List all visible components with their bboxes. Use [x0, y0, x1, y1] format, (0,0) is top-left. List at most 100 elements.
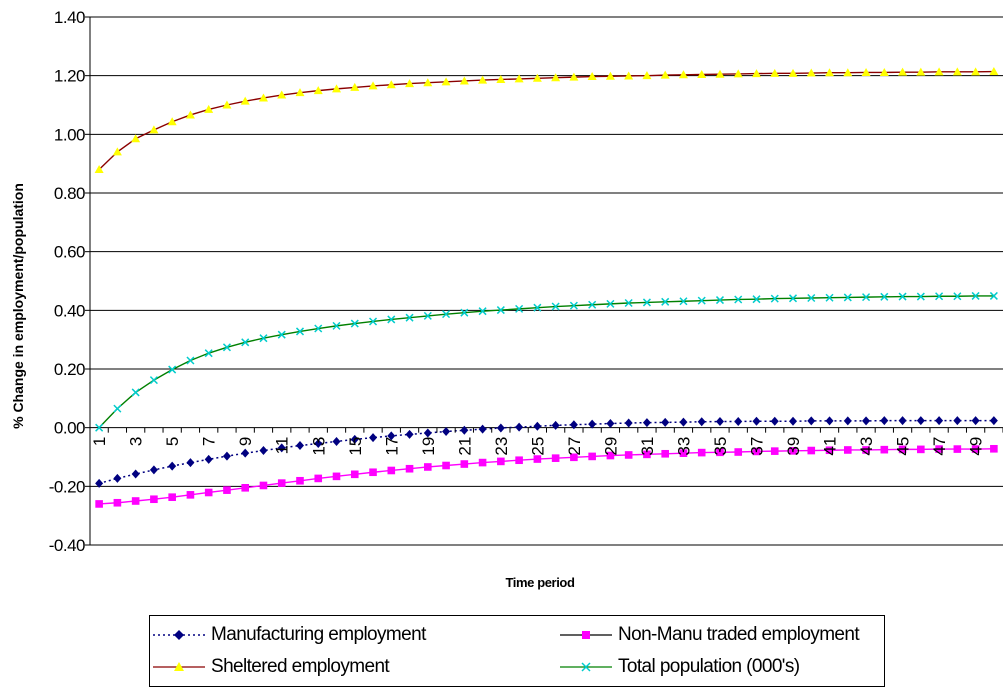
data-point	[186, 356, 195, 365]
data-point	[95, 423, 104, 432]
data-point	[624, 71, 634, 80]
data-point	[825, 446, 834, 455]
data-point	[569, 72, 579, 81]
series-1	[95, 444, 998, 508]
data-point	[971, 291, 980, 300]
y-axis-title: % Change in employment/population	[10, 183, 26, 429]
data-point	[423, 428, 432, 438]
data-point	[259, 446, 268, 456]
data-point	[532, 73, 542, 82]
data-point	[204, 454, 213, 464]
data-point	[697, 448, 706, 457]
data-point	[442, 426, 451, 436]
data-point	[204, 488, 213, 497]
data-point	[624, 298, 633, 308]
data-point	[131, 388, 140, 397]
data-point	[405, 313, 414, 322]
data-point-stroke	[259, 334, 268, 343]
data-point	[935, 292, 944, 301]
data-point-stroke	[277, 330, 286, 339]
data-point	[150, 495, 158, 504]
data-point-stroke	[533, 303, 542, 312]
data-point	[332, 472, 341, 481]
y-tick-label: 0.20	[54, 360, 85, 379]
data-point	[898, 67, 908, 76]
data-point-stroke	[880, 292, 889, 301]
data-point	[570, 453, 578, 462]
data-point	[825, 293, 834, 302]
data-point	[185, 110, 195, 119]
data-point	[515, 304, 524, 313]
data-point	[131, 469, 140, 479]
legend-label: Sheltered employment	[211, 656, 390, 677]
x-tick-label: 11	[273, 437, 292, 455]
data-point	[204, 104, 214, 113]
data-point	[588, 300, 597, 309]
data-point	[149, 125, 159, 134]
data-point	[953, 445, 962, 453]
data-point	[405, 79, 415, 88]
data-point-stroke	[624, 298, 633, 308]
data-point-stroke	[168, 365, 177, 374]
data-point	[770, 68, 780, 77]
data-point	[862, 416, 871, 426]
data-point	[369, 468, 377, 477]
data-point	[332, 436, 341, 446]
data-point	[697, 296, 706, 305]
data-point	[296, 476, 304, 485]
data-point-stroke	[442, 310, 451, 319]
data-point	[825, 416, 834, 426]
data-point	[168, 365, 177, 374]
data-point	[131, 497, 140, 505]
x-tick-label: 5	[163, 437, 182, 446]
data-point	[770, 416, 779, 426]
series-line	[98, 70, 994, 171]
x-tick-label: 45	[894, 437, 913, 456]
data-point-stroke	[642, 298, 651, 307]
y-tick-label: 0.60	[54, 243, 85, 262]
data-point	[94, 165, 104, 174]
legend-marker-x-icon	[560, 662, 612, 672]
x-tick-label: 19	[419, 437, 438, 456]
data-point	[789, 416, 798, 426]
data-point	[898, 416, 907, 426]
data-point-stroke	[752, 295, 761, 304]
data-point	[605, 71, 615, 80]
data-point	[971, 67, 981, 76]
data-point	[770, 294, 779, 303]
legend-item-manufacturing: Manufacturing employment	[153, 622, 426, 648]
data-point	[95, 478, 104, 488]
data-point	[496, 74, 506, 83]
data-point	[168, 493, 176, 501]
data-point	[587, 72, 597, 81]
data-point	[916, 416, 925, 426]
y-tick-label: 1.40	[54, 8, 85, 27]
legend-marker-square-icon	[560, 631, 612, 639]
data-point	[679, 449, 688, 457]
data-point-stroke	[935, 292, 944, 301]
data-point	[569, 420, 578, 430]
data-point	[515, 456, 523, 465]
x-tick-label: 13	[309, 437, 328, 456]
data-point	[350, 82, 360, 91]
data-point	[369, 433, 378, 443]
legend-item-total-population: Total population (000's)	[560, 654, 800, 680]
data-point-stroke	[862, 293, 871, 302]
data-point	[258, 93, 268, 102]
data-point	[277, 90, 287, 99]
data-point	[588, 452, 596, 461]
data-point	[606, 451, 615, 460]
data-point	[934, 67, 944, 76]
data-point	[314, 474, 323, 483]
data-point-stroke	[405, 313, 414, 322]
data-point	[551, 420, 560, 430]
series-line	[98, 295, 994, 429]
data-point	[131, 134, 141, 143]
data-point	[113, 498, 122, 507]
data-point-stroke	[661, 297, 670, 306]
data-point	[259, 334, 268, 343]
data-point	[569, 301, 578, 310]
data-point	[460, 425, 469, 435]
data-point	[989, 291, 998, 300]
data-point	[149, 465, 158, 475]
